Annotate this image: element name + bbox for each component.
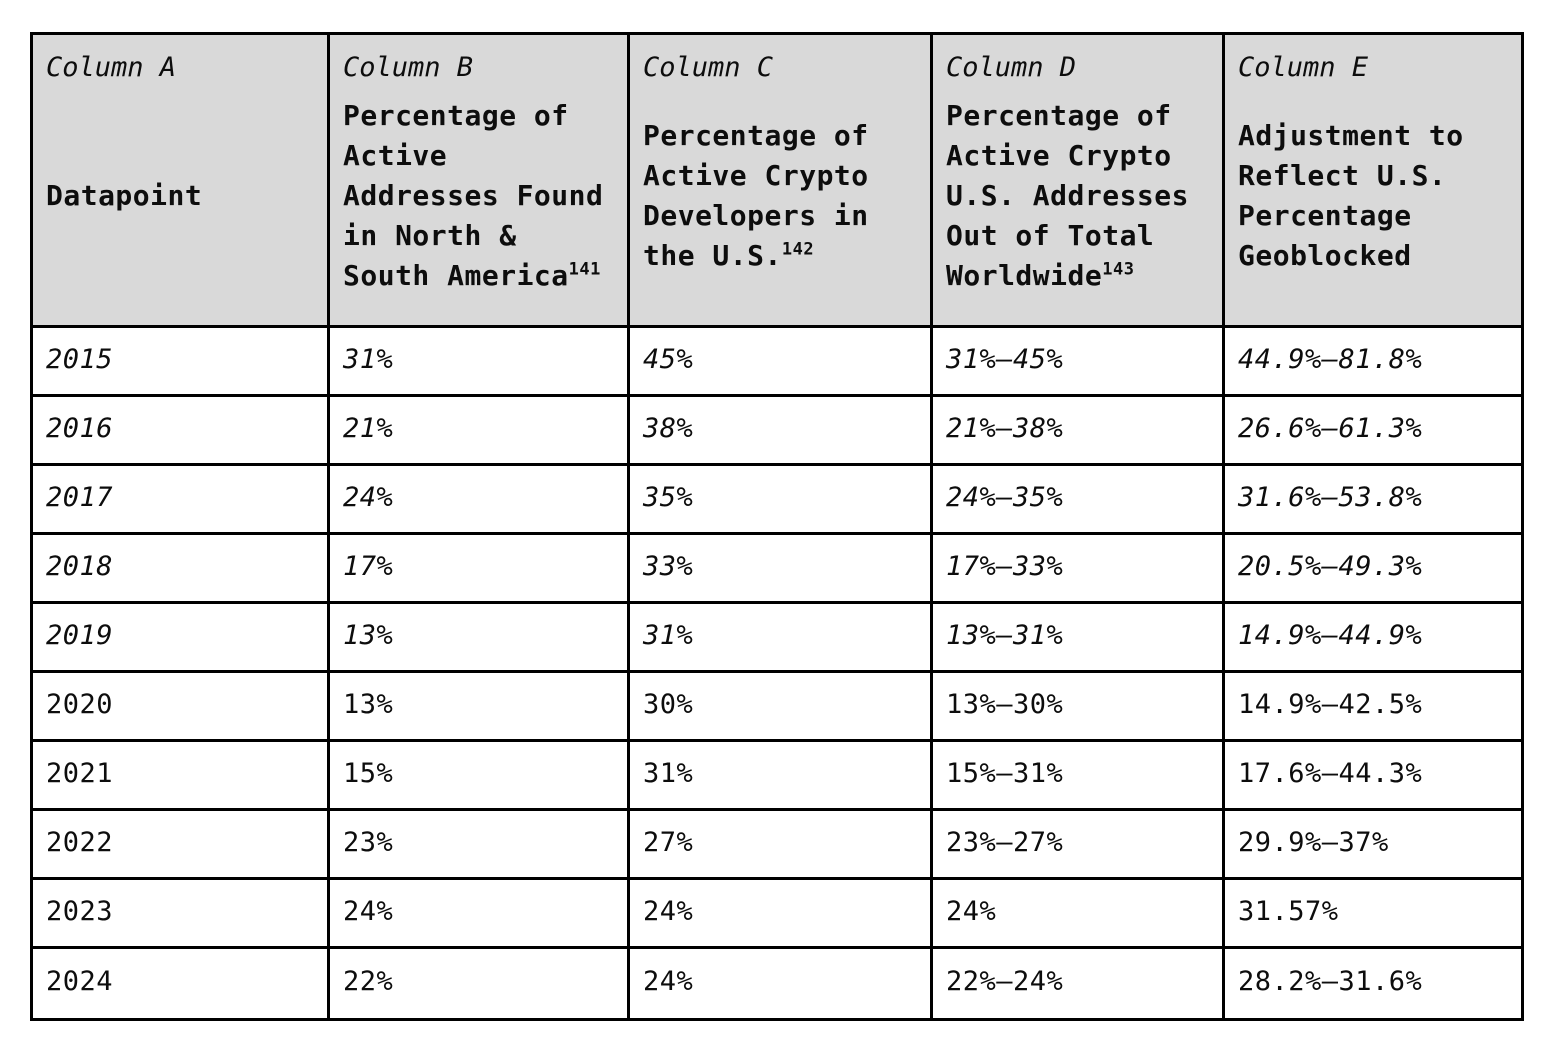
table-row: 2018 17% 33% 17%–33% 20.5%–49.3%	[30, 532, 1524, 604]
column-title-a: Datapoint	[46, 176, 202, 216]
column-title-e: Adjustment to Reflect U.S. Percentage Ge…	[1238, 116, 1509, 276]
cell-developers-us: 45%	[627, 325, 933, 397]
cell-addresses-americas: 24%	[327, 877, 630, 949]
cell-year: 2021	[30, 739, 330, 811]
cell-us-addresses-range: 22%–24%	[930, 946, 1225, 1021]
cell-us-addresses-range: 23%–27%	[930, 808, 1225, 880]
header-inner: Column B Percentage of Active Addresses …	[330, 35, 627, 322]
cell-addresses-americas: 15%	[327, 739, 630, 811]
cell-developers-us: 24%	[627, 946, 933, 1021]
column-title-b: Percentage of Active Addresses Found in …	[343, 96, 615, 296]
column-title-text: Percentage of Active Addresses Found in …	[343, 99, 604, 292]
column-header-d: Column D Percentage of Active Crypto U.S…	[930, 32, 1225, 328]
column-header-c: Column C Percentage of Active Crypto Dev…	[627, 32, 933, 328]
column-header-e: Column E Adjustment to Reflect U.S. Perc…	[1222, 32, 1524, 328]
cell-year: 2020	[30, 670, 330, 742]
cell-geoblock-adjustment: 44.9%–81.8%	[1222, 325, 1524, 397]
table-row: 2023 24% 24% 24% 31.57%	[30, 877, 1524, 949]
column-title-wrap: Percentage of Active Addresses Found in …	[343, 84, 615, 308]
table-row: 2020 13% 30% 13%–30% 14.9%–42.5%	[30, 670, 1524, 742]
cell-addresses-americas: 21%	[327, 394, 630, 466]
footnote-ref-142: 142	[781, 239, 815, 260]
column-label-d: Column D	[946, 52, 1077, 83]
cell-year: 2018	[30, 532, 330, 604]
cell-addresses-americas: 17%	[327, 532, 630, 604]
cell-developers-us: 38%	[627, 394, 933, 466]
column-title-wrap: Percentage of Active Crypto U.S. Address…	[946, 84, 1210, 308]
cell-us-addresses-range: 13%–31%	[930, 601, 1225, 673]
column-title-text: Datapoint	[46, 179, 203, 212]
header-inner: Column C Percentage of Active Crypto Dev…	[630, 35, 930, 322]
cell-year: 2016	[30, 394, 330, 466]
cell-geoblock-adjustment: 20.5%–49.3%	[1222, 532, 1524, 604]
header-inner: Column D Percentage of Active Crypto U.S…	[933, 35, 1222, 322]
cell-us-addresses-range: 21%–38%	[930, 394, 1225, 466]
column-title-d: Percentage of Active Crypto U.S. Address…	[946, 96, 1210, 296]
cell-developers-us: 31%	[627, 739, 933, 811]
cell-year: 2019	[30, 601, 330, 673]
table-row: 2021 15% 31% 15%–31% 17.6%–44.3%	[30, 739, 1524, 811]
cell-addresses-americas: 23%	[327, 808, 630, 880]
footnote-ref-141: 141	[568, 259, 601, 280]
cell-developers-us: 31%	[627, 601, 933, 673]
cell-geoblock-adjustment: 31.6%–53.8%	[1222, 463, 1524, 535]
column-title-text: Adjustment to Reflect U.S. Percentage Ge…	[1238, 119, 1464, 272]
column-label-e: Column E	[1238, 52, 1369, 83]
header-inner: Column E Adjustment to Reflect U.S. Perc…	[1225, 35, 1521, 322]
column-label-b: Column B	[343, 52, 474, 83]
column-title-wrap: Percentage of Active Crypto Developers i…	[643, 84, 918, 308]
cell-year: 2015	[30, 325, 330, 397]
table-row: 2022 23% 27% 23%–27% 29.9%–37%	[30, 808, 1524, 880]
table-row: 2017 24% 35% 24%–35% 31.6%–53.8%	[30, 463, 1524, 535]
column-title-wrap: Datapoint	[46, 84, 315, 308]
cell-us-addresses-range: 17%–33%	[930, 532, 1225, 604]
cell-year: 2024	[30, 946, 330, 1021]
cell-addresses-americas: 22%	[327, 946, 630, 1021]
column-header-a: Column A Datapoint	[30, 32, 330, 328]
cell-geoblock-adjustment: 28.2%–31.6%	[1222, 946, 1524, 1021]
column-label-c: Column C	[643, 52, 774, 83]
cell-addresses-americas: 13%	[327, 670, 630, 742]
cell-addresses-americas: 31%	[327, 325, 630, 397]
cell-geoblock-adjustment: 17.6%–44.3%	[1222, 739, 1524, 811]
column-title-text: Percentage of Active Crypto U.S. Address…	[946, 99, 1190, 292]
column-label-a: Column A	[46, 52, 177, 83]
column-title-text: Percentage of Active Crypto Developers i…	[643, 119, 869, 272]
cell-developers-us: 27%	[627, 808, 933, 880]
cell-us-addresses-range: 24%–35%	[930, 463, 1225, 535]
table-body: 2015 31% 45% 31%–45% 44.9%–81.8% 2016 21…	[30, 325, 1524, 1021]
cell-us-addresses-range: 31%–45%	[930, 325, 1225, 397]
cell-developers-us: 24%	[627, 877, 933, 949]
cell-geoblock-adjustment: 26.6%–61.3%	[1222, 394, 1524, 466]
table-row: 2024 22% 24% 22%–24% 28.2%–31.6%	[30, 946, 1524, 1021]
data-table: Column A Datapoint Column B Percentage o…	[30, 32, 1524, 1021]
cell-us-addresses-range: 13%–30%	[930, 670, 1225, 742]
footnote-ref-143: 143	[1102, 259, 1135, 280]
header-inner: Column A Datapoint	[33, 35, 327, 322]
cell-developers-us: 35%	[627, 463, 933, 535]
column-header-b: Column B Percentage of Active Addresses …	[327, 32, 630, 328]
column-title-wrap: Adjustment to Reflect U.S. Percentage Ge…	[1238, 84, 1509, 308]
cell-addresses-americas: 13%	[327, 601, 630, 673]
table-row: 2016 21% 38% 21%–38% 26.6%–61.3%	[30, 394, 1524, 466]
cell-geoblock-adjustment: 14.9%–44.9%	[1222, 601, 1524, 673]
cell-year: 2022	[30, 808, 330, 880]
cell-geoblock-adjustment: 14.9%–42.5%	[1222, 670, 1524, 742]
cell-geoblock-adjustment: 31.57%	[1222, 877, 1524, 949]
column-title-c: Percentage of Active Crypto Developers i…	[643, 116, 918, 276]
table-row: 2015 31% 45% 31%–45% 44.9%–81.8%	[30, 325, 1524, 397]
table-row: 2019 13% 31% 13%–31% 14.9%–44.9%	[30, 601, 1524, 673]
cell-us-addresses-range: 24%	[930, 877, 1225, 949]
cell-year: 2023	[30, 877, 330, 949]
cell-year: 2017	[30, 463, 330, 535]
cell-geoblock-adjustment: 29.9%–37%	[1222, 808, 1524, 880]
cell-developers-us: 33%	[627, 532, 933, 604]
cell-addresses-americas: 24%	[327, 463, 630, 535]
cell-developers-us: 30%	[627, 670, 933, 742]
table-header: Column A Datapoint Column B Percentage o…	[30, 32, 1524, 328]
header-row: Column A Datapoint Column B Percentage o…	[30, 32, 1524, 328]
cell-us-addresses-range: 15%–31%	[930, 739, 1225, 811]
